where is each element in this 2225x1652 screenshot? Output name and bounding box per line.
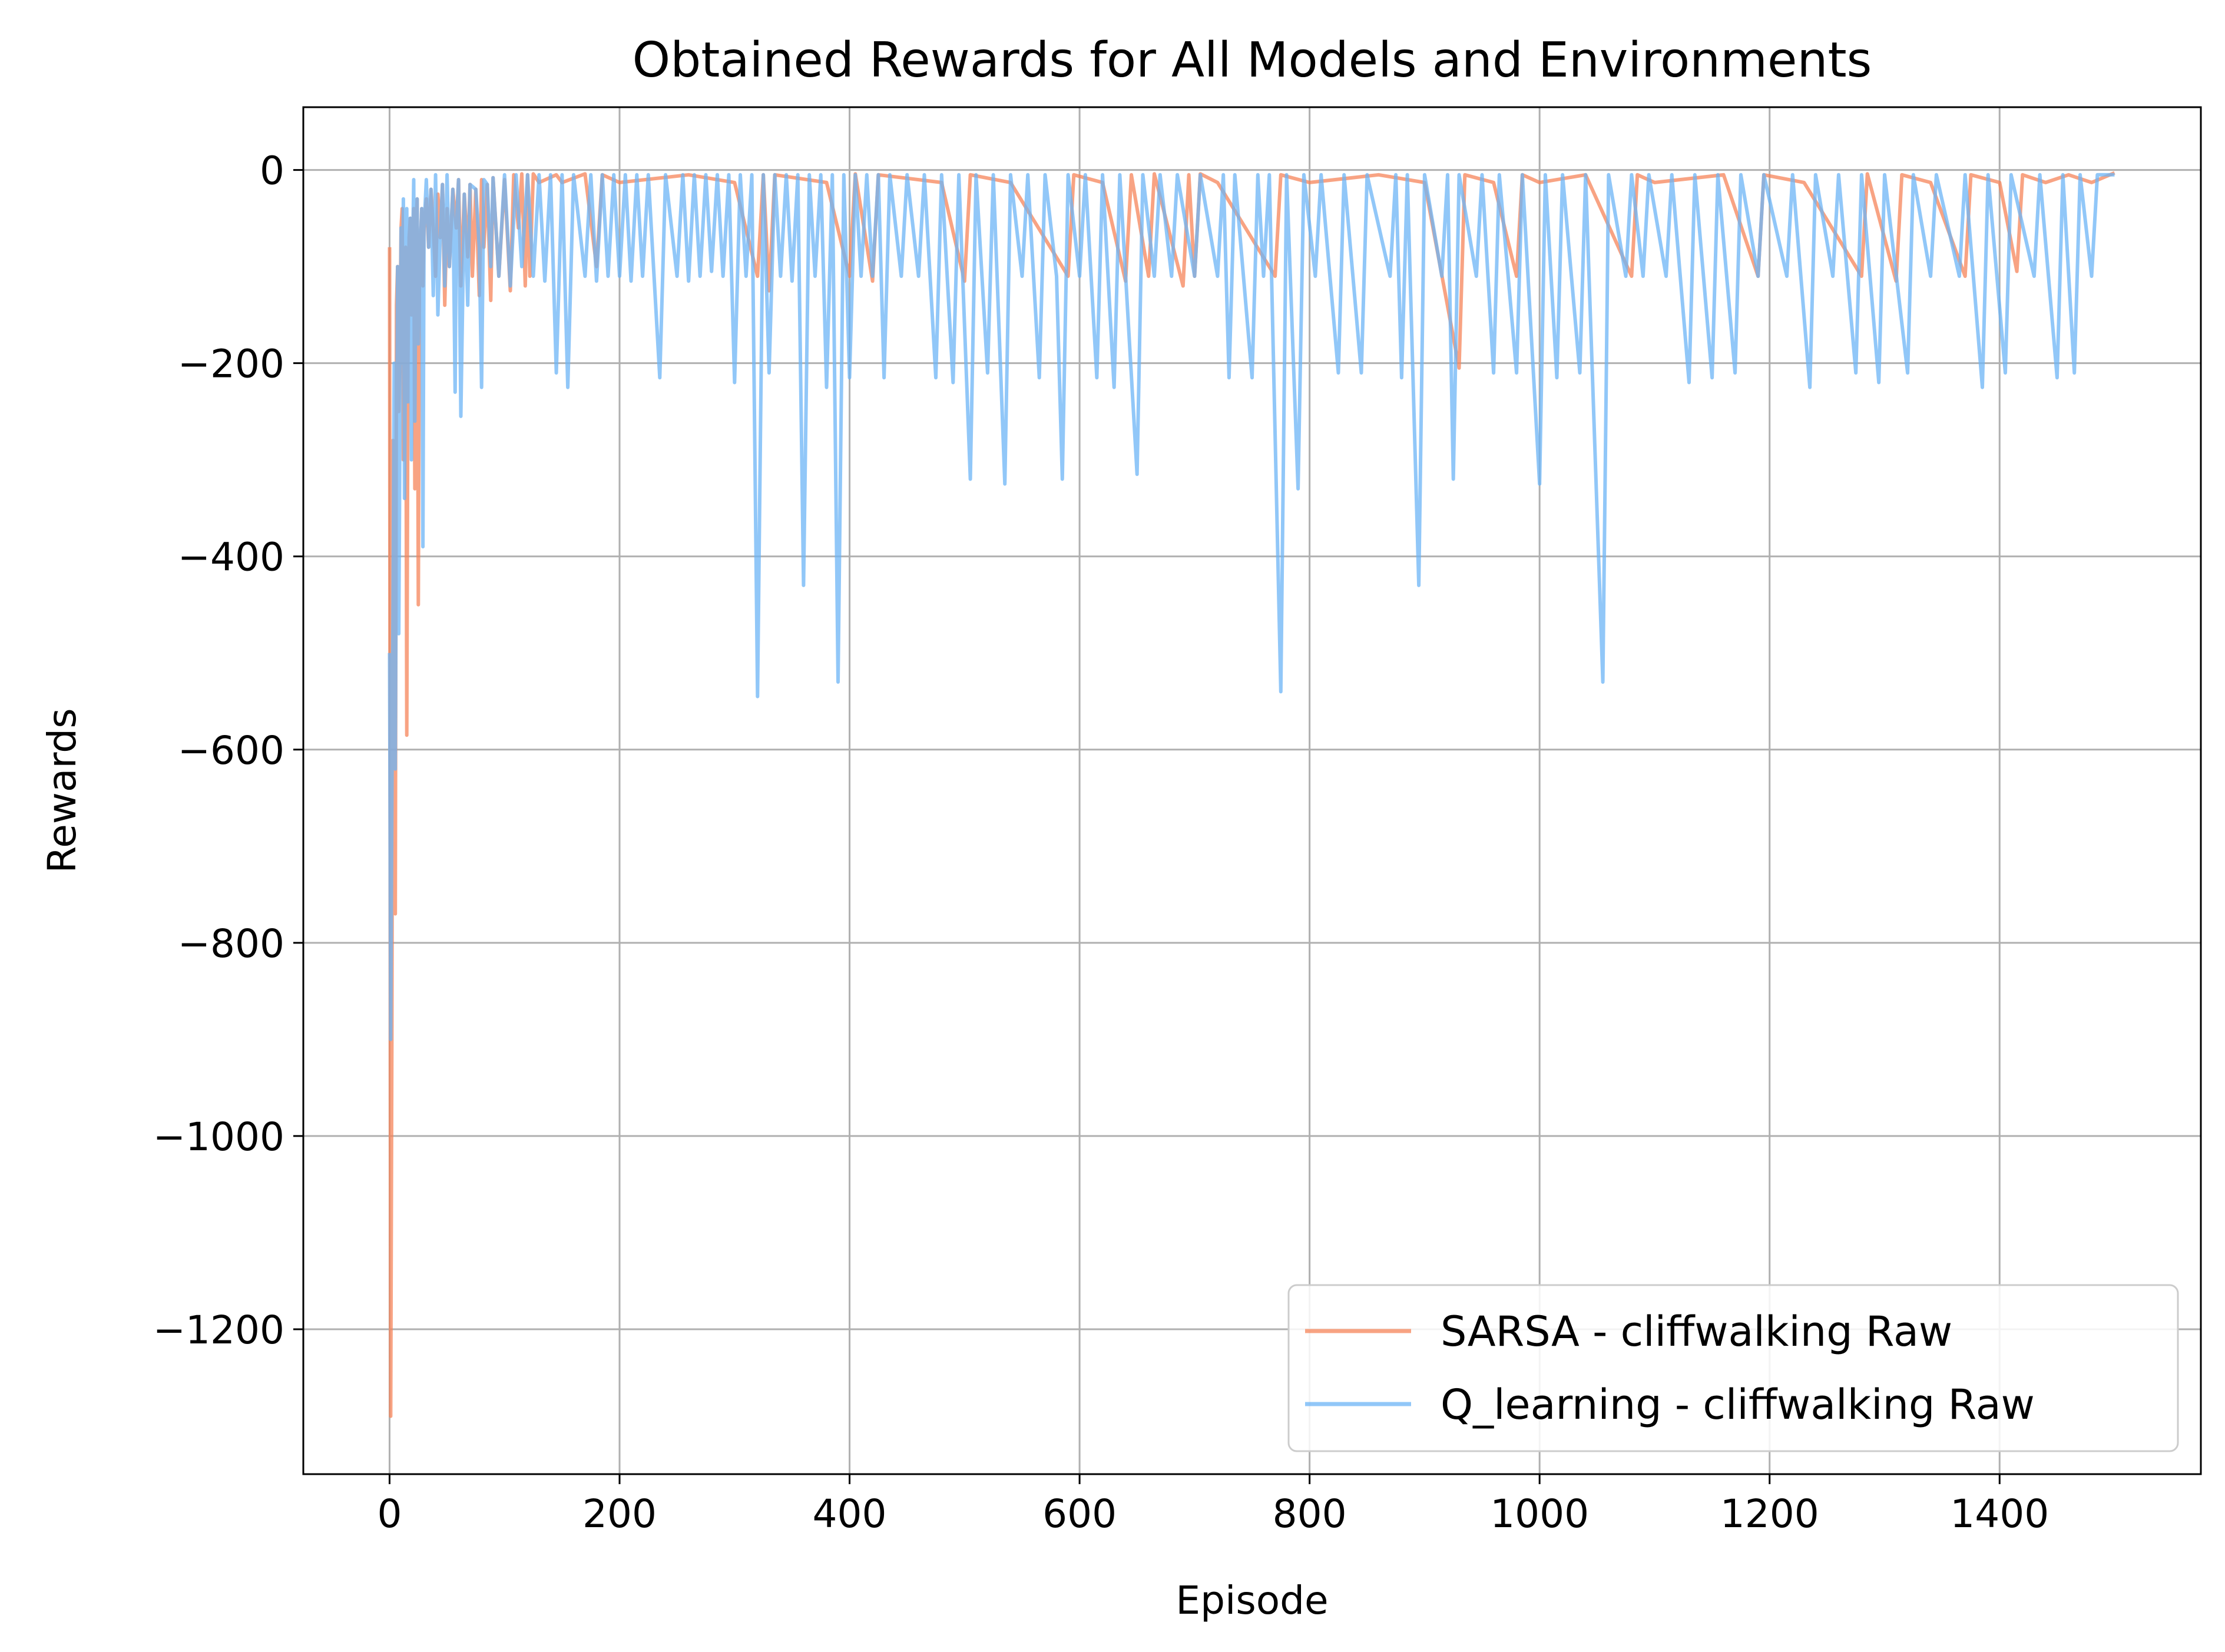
x-tick-label: 0 [377, 1491, 402, 1537]
y-tick-label: −1000 [153, 1114, 284, 1160]
series-line-1 [388, 173, 2115, 1041]
chart-title: Obtained Rewards for All Models and Envi… [633, 32, 1872, 88]
y-tick-label: −400 [178, 535, 284, 580]
y-tick-label: 0 [260, 148, 284, 194]
x-tick-label: 200 [582, 1491, 657, 1537]
series-line-0 [388, 171, 2115, 1418]
x-tick-label: 1000 [1490, 1491, 1589, 1537]
y-tick-label: −800 [178, 921, 284, 966]
y-tick-label: −600 [178, 728, 284, 773]
y-tick-label: −1200 [153, 1307, 284, 1353]
tick-layer: 0 200 400 600 800 1000 1200 1400 0 −200 −400 −600 −8… [153, 148, 2049, 1537]
x-tick-label: 400 [813, 1491, 887, 1537]
legend-label-0: SARSA - cliffwalking Raw [1441, 1307, 1952, 1356]
x-tick-label: 800 [1273, 1491, 1347, 1537]
y-axis-label: Rewards [39, 708, 85, 873]
y-tick-label: −200 [178, 342, 284, 387]
series-layer [388, 171, 2115, 1418]
x-tick-label: 1400 [1950, 1491, 2049, 1537]
legend-box [1287, 1284, 2179, 1452]
legend: SARSA - cliffwalking Raw Q_learning - cli… [1287, 1284, 2179, 1452]
legend-label-1: Q_learning - cliffwalking Raw [1441, 1380, 2035, 1429]
plot-frame [302, 106, 2202, 1475]
x-axis-label: Episode [1176, 1578, 1328, 1623]
x-tick-label: 600 [1042, 1491, 1117, 1537]
x-tick-label: 1200 [1720, 1491, 1819, 1537]
